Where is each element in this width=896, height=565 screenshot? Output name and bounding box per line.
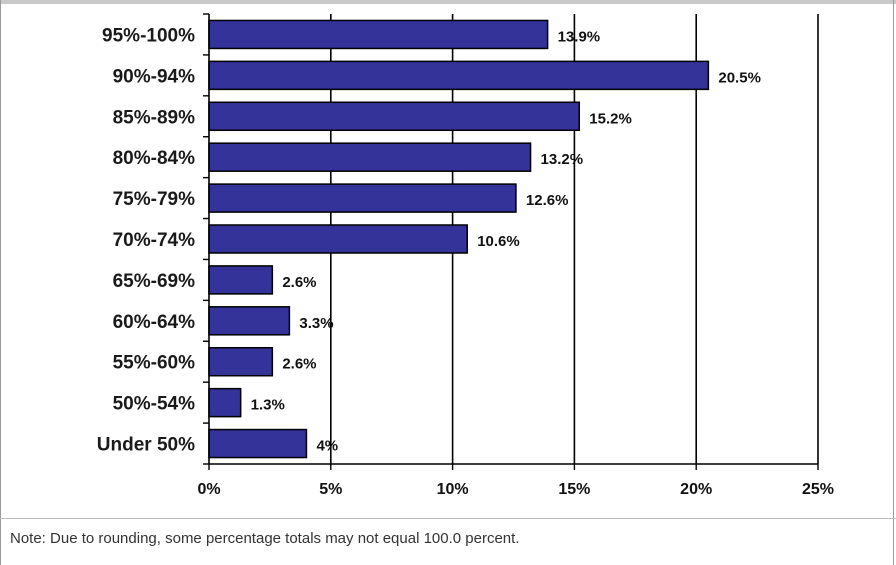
bar-chart: 95%-100% 13.9% 90%-94% 20.5% 85%-89% 15.2% 80%… <box>97 13 834 498</box>
value-label-1: 20.5% <box>718 69 761 86</box>
category-label-0: 95%-100% <box>102 25 195 46</box>
value-label-2: 15.2% <box>589 110 632 127</box>
value-label-5: 10.6% <box>477 233 520 250</box>
category-label-10: Under 50% <box>97 435 195 456</box>
top-rule <box>0 0 896 4</box>
category-label-2: 85%-89% <box>113 107 195 128</box>
bar-7 <box>208 306 291 336</box>
x-tick-label-4: 20% <box>680 481 712 498</box>
bar-10 <box>208 428 308 459</box>
category-label-5: 70%-74% <box>113 230 195 251</box>
value-label-3: 13.2% <box>541 151 584 168</box>
bar-9 <box>208 387 242 418</box>
category-label-6: 65%-69% <box>113 271 195 292</box>
footnote: Note: Due to rounding, some percentage t… <box>10 530 520 547</box>
x-tick-label-5: 25% <box>802 481 834 498</box>
bars <box>208 19 710 459</box>
frame-right-border <box>893 0 894 565</box>
bar-2 <box>208 101 581 132</box>
axes <box>203 13 819 470</box>
category-label-4: 75%-79% <box>113 189 195 210</box>
category-label-3: 80%-84% <box>113 148 195 169</box>
value-label-10: 4% <box>316 438 338 455</box>
bar-1 <box>208 60 710 91</box>
x-tick-label-3: 15% <box>558 481 590 498</box>
bar-3 <box>208 142 532 172</box>
value-label-0: 13.9% <box>558 28 601 45</box>
value-label-4: 12.6% <box>526 192 569 209</box>
value-label-8: 2.6% <box>282 356 316 373</box>
bar-4 <box>208 183 517 213</box>
category-label-8: 55%-60% <box>113 353 195 374</box>
category-label-7: 60%-64% <box>113 312 195 333</box>
bar-0 <box>208 19 549 50</box>
bar-5 <box>208 224 468 254</box>
bar-6 <box>208 265 274 295</box>
x-tick-label-2: 10% <box>437 481 469 498</box>
labels: 95%-100% 13.9% 90%-94% 20.5% 85%-89% 15.2% 80%… <box>97 25 834 498</box>
value-label-6: 2.6% <box>282 274 316 291</box>
frame-left-border <box>0 0 1 565</box>
value-label-7: 3.3% <box>299 315 333 332</box>
value-label-9: 1.3% <box>251 397 285 414</box>
x-tick-label-0: 0% <box>197 481 220 498</box>
note-divider <box>0 518 896 519</box>
category-label-1: 90%-94% <box>113 66 195 87</box>
category-label-9: 50%-54% <box>113 394 195 415</box>
x-tick-label-1: 5% <box>319 481 342 498</box>
bar-8 <box>208 346 274 377</box>
